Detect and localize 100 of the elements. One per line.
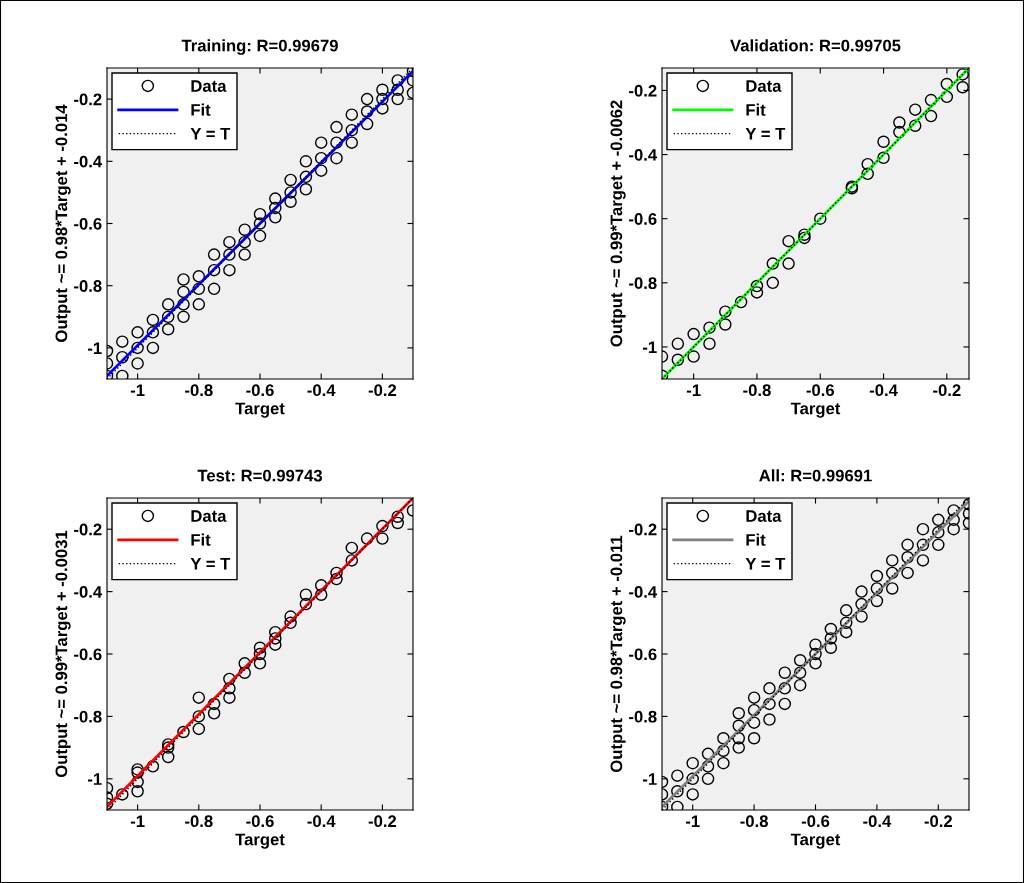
point <box>253 657 267 670</box>
point <box>360 532 374 545</box>
x-tick-label: -0.2 <box>924 815 952 828</box>
x-tick-label: -0.8 <box>185 384 213 397</box>
x-axis-title: Target <box>790 833 841 849</box>
point <box>161 750 175 764</box>
x-tick-label: -0.4 <box>307 384 336 397</box>
point <box>703 337 716 350</box>
point <box>719 305 732 318</box>
point <box>893 125 906 139</box>
legend-label: Fit <box>191 103 211 116</box>
legend-label: Data <box>191 80 227 92</box>
x-axis-title: Target <box>790 402 841 418</box>
point <box>782 234 795 248</box>
point <box>813 212 827 225</box>
legend-label: Data <box>746 80 782 92</box>
x-tick-label: -0.6 <box>801 815 830 828</box>
point <box>223 682 236 695</box>
y-tick-label: -0.2 <box>74 523 102 536</box>
point <box>223 672 236 686</box>
y-tick-label: -0.8 <box>74 280 102 292</box>
point <box>238 666 251 679</box>
point <box>207 697 221 711</box>
legend-label: Fit <box>191 533 211 546</box>
point <box>861 167 874 181</box>
x-tick-label: -1 <box>686 384 701 396</box>
x-axis-title: Target <box>235 833 285 849</box>
x-tick-label: -0.6 <box>246 384 274 397</box>
y-tick-label: -0.4 <box>74 586 103 598</box>
point <box>893 116 906 129</box>
y-tick-label: -0.6 <box>629 648 657 661</box>
point <box>719 318 732 331</box>
x-tick-label: -0.6 <box>806 384 835 397</box>
point <box>299 597 313 611</box>
point <box>376 532 389 545</box>
point <box>391 516 404 530</box>
point <box>671 353 685 367</box>
x-axis-title: Target <box>235 402 285 418</box>
y-tick-label: -0.8 <box>629 277 657 290</box>
x-tick-label: -0.8 <box>740 815 768 828</box>
x-tick-label: -1 <box>685 815 700 827</box>
point <box>207 707 221 720</box>
point <box>703 321 716 334</box>
point <box>750 286 764 299</box>
y-tick-label: -0.6 <box>629 213 657 225</box>
point <box>376 519 389 533</box>
point <box>116 788 129 801</box>
y-tick-label: -0.6 <box>74 217 102 230</box>
y-tick-label: -0.8 <box>74 710 102 723</box>
chart-title: Validation: R=0.99705 <box>730 39 901 52</box>
y-tick-label: -0.2 <box>629 523 657 536</box>
y-tick-label: -0.2 <box>74 93 102 106</box>
point <box>330 572 343 586</box>
point <box>253 647 267 661</box>
x-tick-label: -0.2 <box>933 384 961 397</box>
point <box>345 554 359 567</box>
point <box>131 775 144 789</box>
point <box>253 641 267 655</box>
point <box>956 80 969 94</box>
point <box>956 68 969 81</box>
point <box>192 710 206 723</box>
x-tick-label: -0.2 <box>368 815 397 828</box>
point <box>671 337 685 350</box>
legend-label: Y = T <box>745 558 786 570</box>
y-tick-label: -1 <box>642 773 657 785</box>
y-tick-label: -0.6 <box>74 648 102 661</box>
point <box>269 625 282 639</box>
point <box>798 231 811 245</box>
y-tick-label: -0.4 <box>629 586 658 598</box>
y-tick-label: -0.4 <box>74 155 103 168</box>
legend-label: Fit <box>746 533 766 546</box>
point <box>940 90 954 104</box>
point <box>766 257 780 270</box>
y-tick-label: -0.2 <box>629 84 657 97</box>
point <box>687 350 700 363</box>
x-tick-label: -0.4 <box>307 815 336 828</box>
y-axis-title: Output ~= 0.98*Target + -0.011 <box>610 535 626 772</box>
y-tick-label: -0.8 <box>629 710 657 723</box>
y-axis-title: Output ~= 0.99*Target + -0.0031 <box>55 530 71 778</box>
point <box>782 257 795 270</box>
point <box>299 588 313 601</box>
x-tick-label: -1 <box>130 384 145 396</box>
point <box>192 691 206 704</box>
y-axis-title: Output ~= 0.98*Target + -0.014 <box>55 104 71 342</box>
point <box>284 610 297 623</box>
point <box>146 760 160 773</box>
x-tick-label: -0.4 <box>869 384 898 397</box>
point <box>314 588 328 601</box>
y-tick-label: -1 <box>642 341 657 353</box>
legend-label: Fit <box>746 103 766 116</box>
x-tick-label: -0.6 <box>246 815 274 828</box>
point <box>687 327 700 341</box>
legend-label: Y = T <box>190 128 231 140</box>
point <box>345 541 359 555</box>
point <box>330 566 343 580</box>
point <box>284 616 297 630</box>
point <box>734 295 748 309</box>
x-tick-label: -1 <box>130 815 145 827</box>
x-tick-label: -0.8 <box>185 815 213 828</box>
point <box>877 135 890 148</box>
